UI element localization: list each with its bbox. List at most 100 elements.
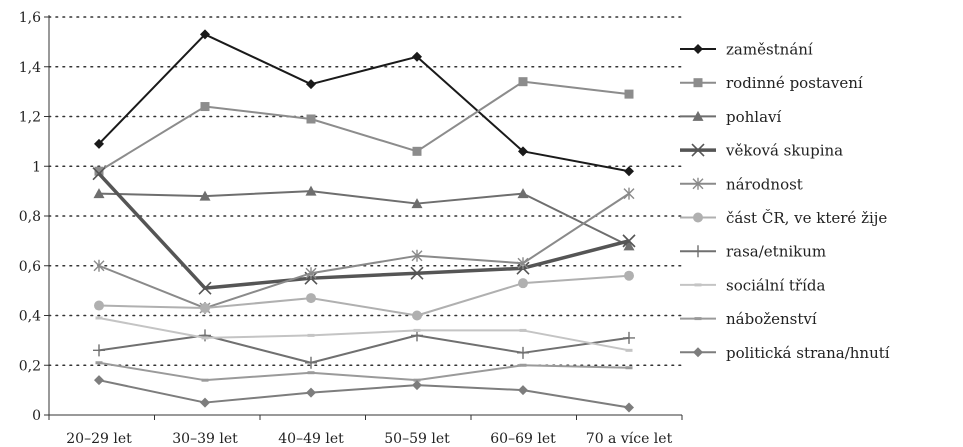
x-tick-label: 40–49 let bbox=[278, 431, 344, 447]
series bbox=[94, 77, 634, 176]
x-tick-label: 50–59 let bbox=[384, 431, 450, 447]
data-point bbox=[518, 278, 528, 289]
data-point bbox=[200, 29, 210, 40]
data-point bbox=[94, 375, 104, 386]
data-point bbox=[200, 303, 210, 314]
data-point bbox=[517, 346, 529, 359]
y-tick-label: 0 bbox=[32, 408, 41, 424]
data-point bbox=[694, 317, 702, 321]
data-point bbox=[412, 380, 422, 391]
data-point bbox=[624, 166, 634, 177]
data-point bbox=[306, 79, 316, 90]
data-point bbox=[692, 177, 704, 190]
data-point bbox=[693, 44, 703, 54]
data-point bbox=[624, 402, 634, 413]
data-point bbox=[92, 167, 106, 181]
y-tick-label: 0,6 bbox=[19, 259, 41, 275]
data-point bbox=[518, 385, 528, 396]
axes bbox=[44, 15, 683, 420]
data-point bbox=[95, 361, 103, 365]
grid-lines bbox=[48, 16, 683, 367]
data-point bbox=[518, 77, 528, 87]
data-point bbox=[200, 397, 210, 408]
y-tick-label: 0,2 bbox=[19, 358, 41, 374]
series-group bbox=[92, 29, 636, 413]
data-point bbox=[410, 266, 424, 280]
data-point bbox=[625, 366, 633, 370]
data-point bbox=[623, 187, 635, 200]
legend-label: věková skupina bbox=[725, 142, 843, 160]
legend-label: sociální třída bbox=[726, 276, 825, 294]
y-tick-label: 0,8 bbox=[19, 209, 41, 225]
legend-item: rasa/etnikum bbox=[680, 243, 826, 261]
legend-item: část ČR, ve které žije bbox=[680, 209, 887, 227]
data-point bbox=[411, 198, 423, 209]
series bbox=[94, 375, 634, 413]
data-point bbox=[517, 257, 529, 270]
data-point bbox=[692, 245, 704, 258]
series bbox=[94, 270, 634, 321]
legend-label: rodinné postavení bbox=[726, 74, 863, 92]
series bbox=[93, 185, 635, 251]
data-point bbox=[519, 363, 527, 367]
data-point bbox=[624, 89, 634, 99]
y-tick-label: 1,6 bbox=[19, 10, 41, 26]
series bbox=[95, 361, 633, 382]
data-point bbox=[519, 328, 527, 332]
legend: zaměstnání rodinné postavení pohlaví věková… bbox=[680, 41, 890, 362]
legend-label: politická strana/hnutí bbox=[726, 344, 890, 362]
legend-item: věková skupina bbox=[680, 142, 843, 160]
data-point bbox=[412, 51, 422, 62]
data-point bbox=[623, 240, 635, 251]
data-point bbox=[305, 356, 317, 369]
data-point bbox=[199, 190, 211, 201]
data-point bbox=[692, 110, 704, 121]
data-point bbox=[93, 188, 105, 199]
series-line bbox=[97, 172, 630, 290]
y-axis-ticks: 0 0,2 0,4 0,6 0,8 1 1,2 1,4 1,6 bbox=[19, 10, 41, 424]
x-tick-label: 70 a více let bbox=[586, 431, 673, 447]
data-point bbox=[94, 300, 104, 311]
data-point bbox=[517, 188, 529, 199]
series-line bbox=[98, 379, 630, 409]
data-point bbox=[201, 336, 209, 340]
data-point bbox=[94, 166, 104, 176]
legend-item: náboženství bbox=[680, 310, 817, 328]
legend-item: politická strana/hnutí bbox=[680, 344, 890, 362]
data-point bbox=[691, 143, 705, 157]
data-point bbox=[625, 348, 633, 352]
series-line bbox=[98, 317, 630, 352]
data-point bbox=[93, 259, 105, 272]
data-point bbox=[694, 283, 702, 287]
legend-item: zaměstnání bbox=[680, 41, 813, 59]
x-tick-label: 20–29 let bbox=[66, 431, 132, 447]
x-axis-ticks: 20–29 let 30–39 let 40–49 let 50–59 let 60–6… bbox=[66, 431, 672, 447]
legend-item: národnost bbox=[680, 175, 803, 193]
data-point bbox=[94, 138, 104, 149]
x-tick-label: 30–39 let bbox=[172, 431, 238, 447]
data-point bbox=[624, 270, 634, 281]
x-tick-label: 60–69 let bbox=[490, 431, 556, 447]
series bbox=[94, 29, 634, 177]
data-point bbox=[198, 281, 212, 295]
legend-item: rodinné postavení bbox=[680, 74, 863, 92]
data-point bbox=[412, 310, 422, 321]
legend-label: náboženství bbox=[726, 310, 817, 328]
data-point bbox=[307, 371, 315, 375]
data-point bbox=[693, 212, 703, 223]
data-point bbox=[622, 234, 636, 248]
legend-label: část ČR, ve které žije bbox=[726, 209, 887, 227]
data-point bbox=[693, 78, 703, 88]
y-tick-label: 0,4 bbox=[19, 309, 41, 325]
legend-item: pohlaví bbox=[680, 108, 782, 126]
series bbox=[93, 329, 635, 369]
data-point bbox=[413, 328, 421, 332]
data-point bbox=[201, 378, 209, 382]
data-point bbox=[199, 329, 211, 342]
data-point bbox=[305, 267, 317, 280]
data-point bbox=[306, 114, 316, 124]
series-line bbox=[98, 361, 630, 382]
data-point bbox=[306, 387, 316, 398]
y-tick-label: 1,2 bbox=[19, 110, 41, 126]
